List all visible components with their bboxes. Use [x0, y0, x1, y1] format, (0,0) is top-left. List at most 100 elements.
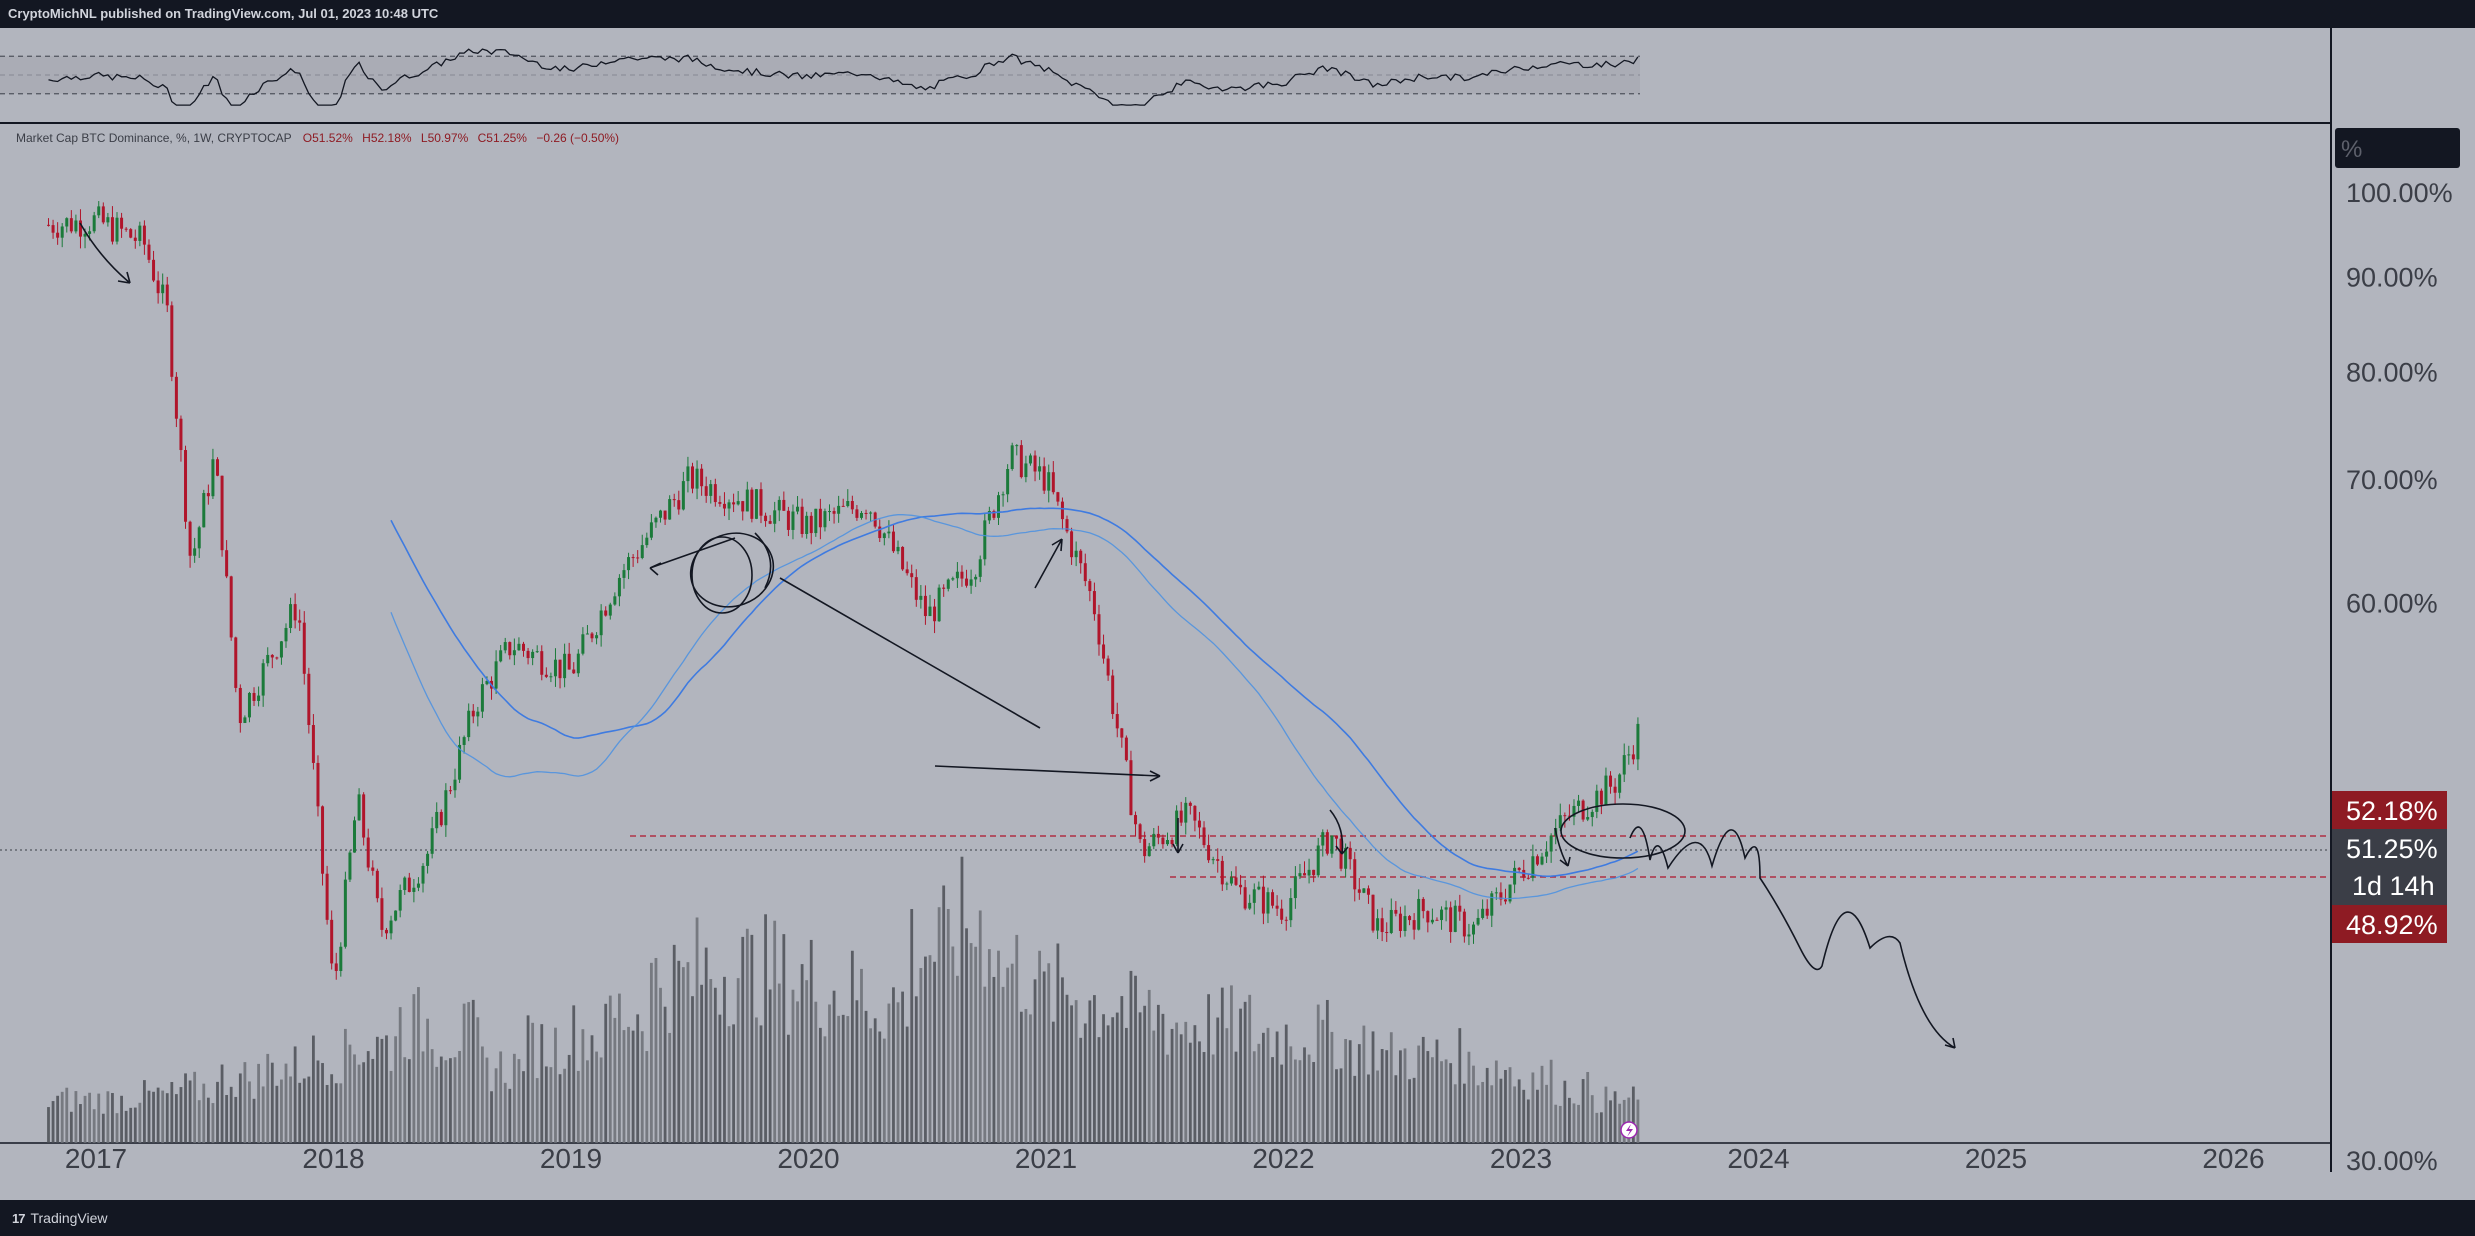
volume-bar [129, 1107, 133, 1143]
volume-bar [435, 1066, 439, 1143]
volume-bar [1412, 1077, 1416, 1143]
candle-body [357, 794, 361, 821]
candle-body [1517, 867, 1521, 870]
candle-body [225, 550, 229, 577]
volume-bar [494, 1068, 498, 1143]
volume-bar [1536, 1089, 1539, 1143]
volume-bar [1622, 1099, 1626, 1143]
published-text: CryptoMichNL published on TradingView.co… [8, 6, 439, 21]
legend-close: C51.25% [478, 131, 528, 145]
candle-body [1106, 658, 1110, 676]
volume-bar [1595, 1112, 1599, 1143]
candle-body [339, 946, 343, 971]
candle-body [170, 305, 174, 377]
volume-bar [1485, 1067, 1489, 1143]
candle-body [485, 680, 489, 685]
candle-body [805, 515, 809, 534]
candle-body [878, 526, 882, 539]
chart-area[interactable]: Market Cap BTC Dominance, %, 1W, CRYPTOC… [0, 28, 2475, 1200]
candle-body [636, 557, 640, 559]
volume-bar [745, 928, 749, 1143]
candle-body [389, 920, 393, 934]
volume-bar [983, 986, 987, 1143]
candle-body [1115, 714, 1119, 729]
volume-bar [805, 980, 809, 1143]
candle-body [937, 587, 941, 622]
volume-bar [225, 1095, 229, 1143]
volume-bar [864, 1010, 868, 1143]
price-tick-label: 100.00% [2346, 178, 2453, 208]
volume-bar [1467, 1051, 1471, 1143]
candle-body [494, 661, 498, 689]
candle-body [362, 794, 366, 838]
candle-body [453, 779, 457, 791]
candle-body [1280, 908, 1284, 920]
ma-line-2 [390, 514, 1639, 900]
candle-body [690, 466, 694, 489]
time-axis-panel [0, 1172, 2475, 1200]
candle-body [1298, 873, 1302, 877]
volume-bar [659, 987, 662, 1143]
candle-body [1499, 892, 1503, 900]
volume-bar [1284, 1024, 1288, 1143]
volume-bar [289, 1076, 292, 1143]
candle-body [1124, 737, 1128, 761]
volume-bar [252, 1098, 256, 1143]
volume-bar [339, 1083, 343, 1143]
volume-bar [1083, 1023, 1087, 1143]
candle-body [257, 695, 261, 701]
rsi-panel [0, 28, 2330, 122]
candle-body [348, 852, 352, 880]
candle-body [1467, 934, 1471, 937]
candle-body [512, 650, 516, 656]
candle-body [426, 853, 430, 866]
volume-bar [476, 1017, 480, 1143]
volume-bar [147, 1090, 151, 1143]
volume-bar [334, 1083, 338, 1143]
last-price-tag-text: 51.25% [2346, 834, 2438, 864]
candle-body [165, 284, 169, 306]
volume-bar [604, 1003, 608, 1143]
candle-body [567, 653, 571, 670]
volume-bar [133, 1107, 137, 1143]
candle-body [147, 244, 151, 260]
volume-bar [768, 989, 772, 1143]
candle-body [1165, 840, 1169, 845]
volume-bar [124, 1110, 128, 1143]
volume-bar [764, 914, 767, 1143]
candle-body [663, 510, 667, 520]
candle-body [142, 225, 146, 245]
price-tick-label: 70.00% [2346, 465, 2438, 495]
candle-body [713, 484, 717, 503]
volume-bar [1604, 1086, 1608, 1143]
candle-body [891, 531, 895, 552]
volume-bar [1462, 1083, 1466, 1143]
candle-body [544, 674, 548, 677]
volume-bar [522, 1071, 525, 1143]
candle-body [1147, 846, 1151, 857]
volume-bar [248, 1081, 251, 1143]
volume-bar [1458, 1028, 1462, 1143]
volume-bar [380, 1038, 384, 1143]
candle-body [1636, 723, 1640, 760]
volume-bar [1266, 1027, 1270, 1143]
volume-bar [978, 910, 982, 1143]
volume-bar [1102, 1014, 1105, 1143]
volume-bar [1590, 1095, 1594, 1143]
unit-button[interactable] [2335, 128, 2460, 168]
volume-bar [800, 964, 804, 1143]
countdown-text: 1d 14h [2352, 871, 2435, 901]
volume-bar [88, 1092, 92, 1143]
volume-bar [558, 1074, 562, 1143]
candle-body [722, 503, 726, 509]
brand[interactable]: 17 TradingView [12, 1210, 108, 1226]
curl-2019 [754, 532, 772, 589]
volume-bar [458, 1050, 461, 1143]
candle-body [1088, 581, 1092, 592]
volume-bar [312, 1035, 315, 1143]
candle-body [1239, 884, 1243, 888]
volume-bar [439, 1056, 443, 1143]
volume-bar [1156, 1004, 1160, 1143]
volume-bar [1207, 994, 1210, 1143]
volume-bar [1618, 1103, 1622, 1143]
